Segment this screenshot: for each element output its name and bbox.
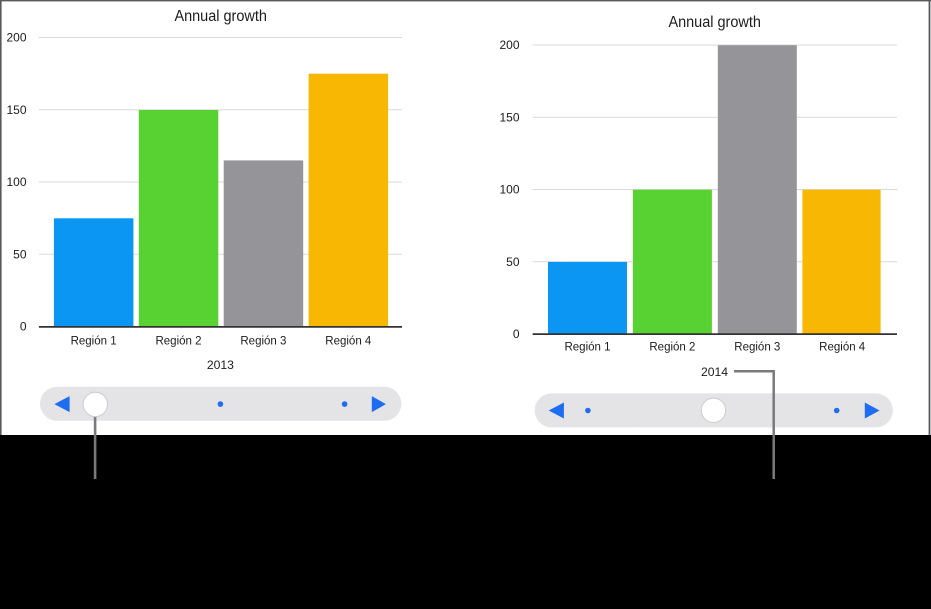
svg-text:150: 150 [6, 103, 26, 117]
svg-text:50: 50 [506, 255, 520, 269]
svg-text:Región 3: Región 3 [734, 341, 780, 353]
svg-text:Región 4: Región 4 [819, 341, 866, 353]
svg-text:200: 200 [6, 31, 26, 45]
svg-text:100: 100 [499, 183, 519, 197]
svg-text:200: 200 [499, 38, 519, 52]
svg-text:Annual growth: Annual growth [174, 8, 267, 25]
svg-text:0: 0 [513, 327, 520, 341]
svg-text:0: 0 [20, 320, 27, 334]
svg-text:50: 50 [13, 247, 27, 261]
svg-text:Región 3: Región 3 [240, 335, 286, 347]
svg-text:Región 2: Región 2 [649, 341, 695, 353]
svg-text:Annual growth: Annual growth [668, 14, 761, 31]
svg-text:Región 1: Región 1 [71, 335, 117, 347]
svg-text:Región 2: Región 2 [155, 335, 201, 347]
svg-text:2013: 2013 [207, 358, 234, 372]
svg-text:Región 4: Región 4 [325, 335, 372, 347]
svg-text:Región 1: Región 1 [564, 341, 610, 353]
svg-text:150: 150 [499, 110, 519, 124]
svg-text:100: 100 [6, 175, 26, 189]
svg-text:2014: 2014 [701, 365, 728, 379]
